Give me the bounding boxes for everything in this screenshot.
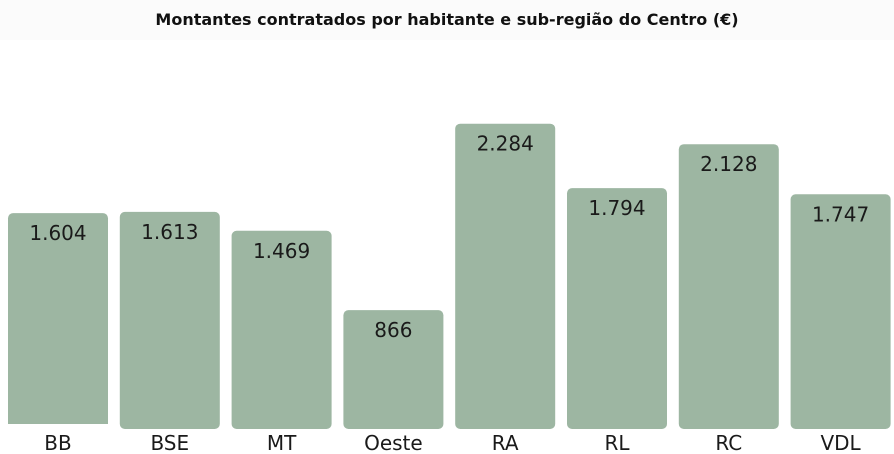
category-label-oeste: Oeste <box>364 431 423 454</box>
bar-bb <box>8 213 108 429</box>
value-label-rc: 2.128 <box>700 152 757 176</box>
category-label-vdl: VDL <box>820 431 861 454</box>
category-label-bb: BB <box>44 431 71 454</box>
value-label-ra: 2.284 <box>477 132 534 156</box>
bar-bse <box>119 211 220 429</box>
chart-title: Montantes contratados por habitante e su… <box>155 10 739 29</box>
value-label-bb: 1.604 <box>29 221 86 245</box>
bar-rl <box>567 188 667 429</box>
category-label-rc: RC <box>715 431 742 454</box>
bar-rc <box>678 144 779 429</box>
category-label-ra: RA <box>492 431 519 454</box>
bar-mt <box>231 230 332 429</box>
value-label-rl: 1.794 <box>588 196 645 220</box>
value-label-mt: 1.469 <box>253 239 310 263</box>
category-label-bse: BSE <box>150 431 189 454</box>
baseline-mask <box>0 424 894 430</box>
value-label-oeste: 866 <box>374 318 412 342</box>
bar-ra <box>455 123 556 429</box>
bar-vdl <box>790 194 891 429</box>
category-label-mt: MT <box>267 431 297 454</box>
value-label-vdl: 1.747 <box>812 202 869 226</box>
category-label-rl: RL <box>604 431 630 454</box>
bar-oeste <box>343 310 444 429</box>
value-label-bse: 1.613 <box>141 220 198 244</box>
title-band <box>0 0 894 40</box>
